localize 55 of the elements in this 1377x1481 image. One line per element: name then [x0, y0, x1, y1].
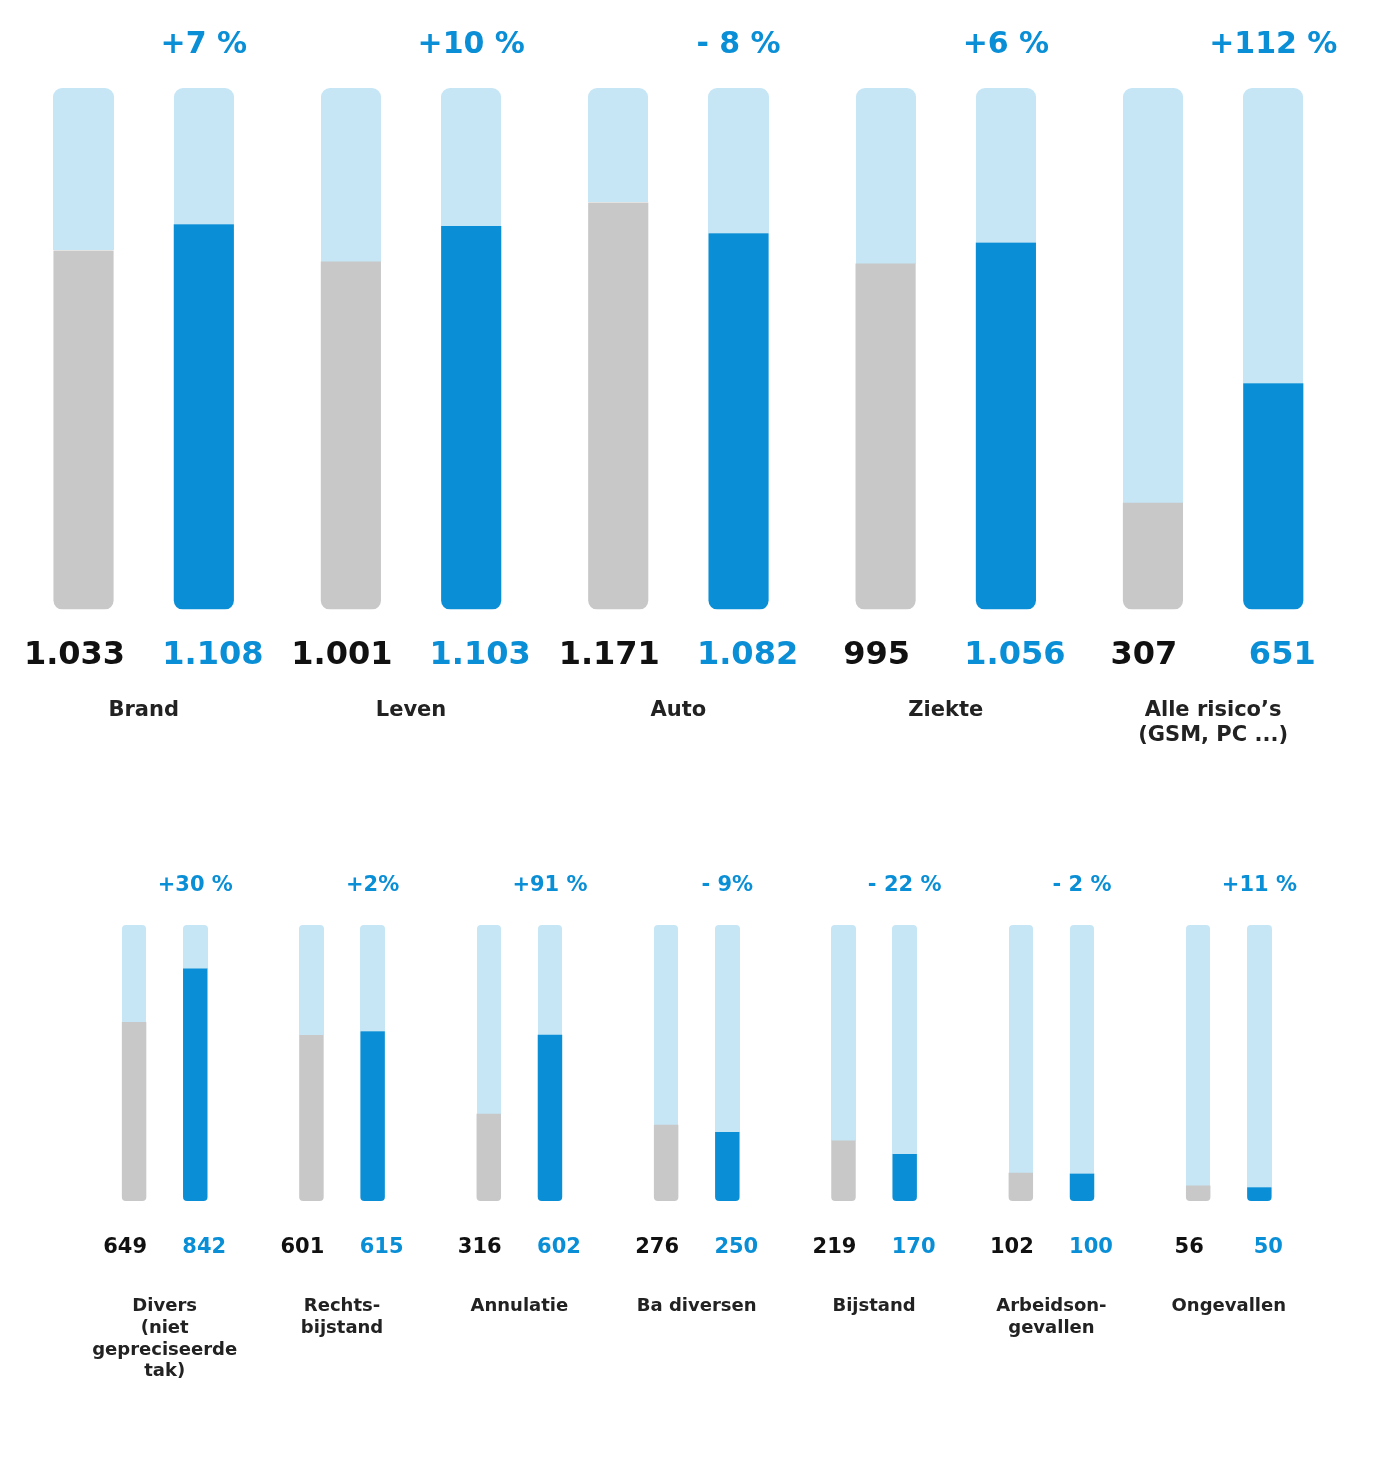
data-label: 100 — [1069, 1233, 1113, 1258]
data-label: 1.033 — [23, 634, 126, 673]
x-tick-label: Rechts- bijstand — [300, 1294, 384, 1338]
bar — [1247, 1187, 1272, 1201]
data-label: 995 — [843, 634, 910, 673]
data-label: 1.108 — [162, 634, 264, 673]
data-label: 1.103 — [429, 634, 531, 673]
data-label: 1.056 — [964, 634, 1066, 673]
data-label: 649 — [103, 1233, 147, 1258]
data-label: 1.082 — [696, 634, 799, 673]
data-label: 601 — [280, 1233, 325, 1258]
bar — [1008, 1172, 1034, 1201]
x-tick-label: Ongevallen — [1171, 1294, 1286, 1316]
bar — [1185, 1185, 1211, 1201]
bar — [1122, 502, 1184, 610]
text: +11 % — [1221, 872, 1297, 896]
data-label: 1.171 — [558, 634, 660, 673]
x-tick-label: Divers (niet gepreciseerde tak) — [92, 1294, 238, 1381]
data-label: 170 — [891, 1233, 936, 1258]
x-tick-label: Leven — [375, 696, 447, 721]
data-label: 651 — [1248, 634, 1316, 673]
text: +2% — [345, 872, 400, 896]
x-tick-label: Ba diversen — [636, 1294, 757, 1316]
text: +10 % — [417, 24, 525, 60]
data-label: 250 — [714, 1233, 759, 1258]
x-tick-label: Annulatie — [470, 1294, 569, 1316]
data-label: 219 — [812, 1233, 857, 1258]
bar — [1069, 1173, 1095, 1201]
data-label: 307 — [1110, 634, 1178, 673]
x-tick-label: Bijstand — [832, 1294, 916, 1316]
data-label: 1.001 — [291, 634, 393, 673]
data-label: 276 — [635, 1233, 680, 1258]
text: +7 % — [160, 24, 248, 60]
x-tick-label: Arbeidson- gevallen — [996, 1294, 1107, 1338]
text: - 22 % — [867, 872, 942, 896]
text: - 8 % — [696, 24, 781, 60]
data-label: 56 — [1174, 1233, 1204, 1258]
text: +91 % — [512, 872, 588, 896]
bar — [831, 1140, 856, 1201]
x-tick-label: Ziekte — [908, 696, 984, 721]
data-label: 602 — [537, 1233, 581, 1258]
x-tick-label: Auto — [650, 696, 707, 721]
x-tick-label: Brand — [108, 696, 179, 721]
bar — [892, 1154, 917, 1201]
x-tick-label: Alle risico’s (GSM, PC ...) — [1138, 696, 1288, 746]
data-label: 102 — [989, 1233, 1034, 1258]
text: +6 % — [962, 24, 1050, 60]
text: +30 % — [157, 872, 233, 896]
data-label: 842 — [182, 1233, 227, 1258]
text: - 9% — [701, 872, 754, 896]
data-label: 615 — [359, 1233, 404, 1258]
data-label: 50 — [1253, 1233, 1283, 1258]
text: - 2 % — [1052, 872, 1112, 896]
data-label: 316 — [457, 1233, 502, 1258]
text: +112 % — [1209, 24, 1338, 60]
